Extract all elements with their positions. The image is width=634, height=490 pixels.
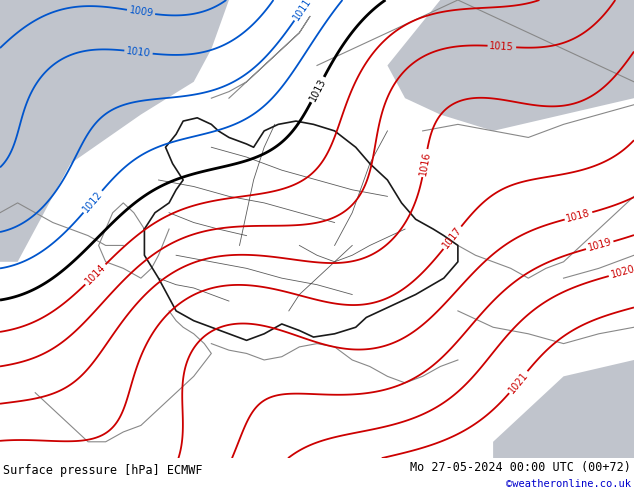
Text: ©weatheronline.co.uk: ©weatheronline.co.uk [506,479,631,489]
Text: 1018: 1018 [566,208,592,224]
Text: 1016: 1016 [418,150,432,176]
Text: 1010: 1010 [126,46,152,58]
Text: Surface pressure [hPa] ECMWF: Surface pressure [hPa] ECMWF [3,464,203,477]
Polygon shape [581,0,634,33]
Polygon shape [493,360,634,458]
Text: 1012: 1012 [81,189,105,214]
Polygon shape [0,0,229,262]
Text: 1020: 1020 [609,264,634,280]
Text: Mo 27-05-2024 00:00 UTC (00+72): Mo 27-05-2024 00:00 UTC (00+72) [410,461,631,473]
Text: 1011: 1011 [292,0,313,22]
Text: 1009: 1009 [128,5,154,19]
Text: 1021: 1021 [507,369,530,395]
Polygon shape [387,0,634,131]
Text: 1015: 1015 [489,41,514,52]
Text: 1014: 1014 [83,262,108,287]
Polygon shape [564,409,634,458]
Text: 1013: 1013 [307,76,328,103]
Text: 1017: 1017 [441,225,464,250]
Text: 1019: 1019 [586,237,613,253]
